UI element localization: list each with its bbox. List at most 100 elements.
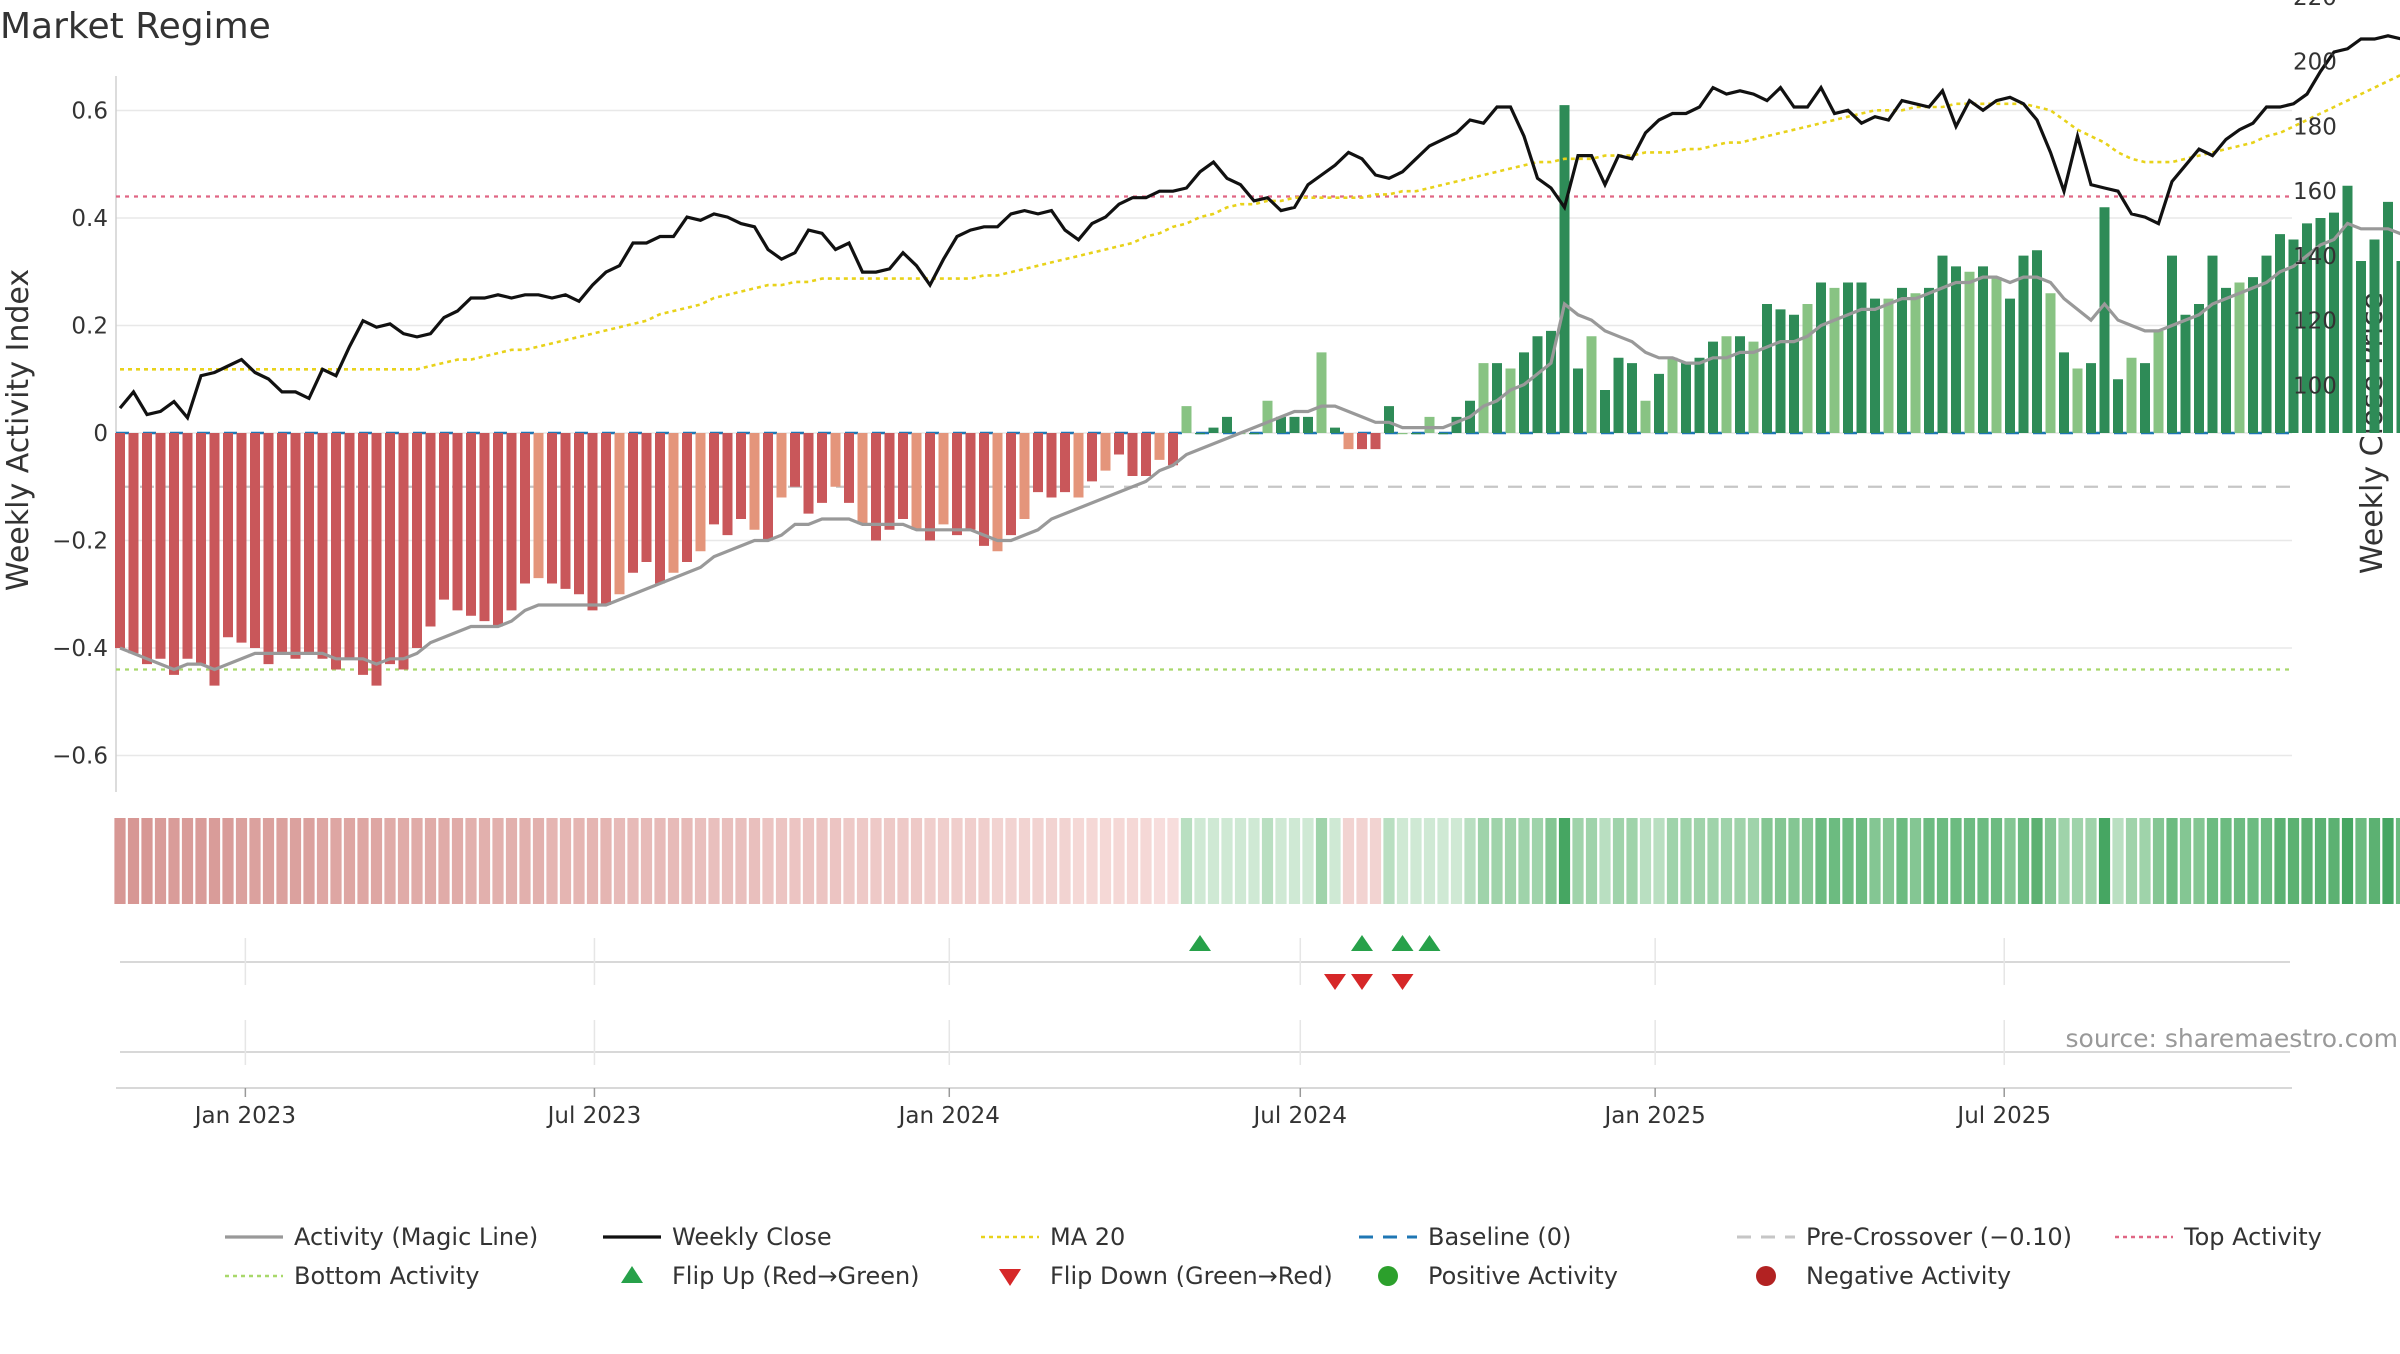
regime-strip-cell bbox=[1869, 818, 1880, 904]
regime-strip-cell bbox=[2342, 818, 2353, 904]
legend-label: Bottom Activity bbox=[294, 1262, 479, 1290]
regime-strip-cell bbox=[317, 818, 328, 904]
activity-bar bbox=[223, 433, 233, 637]
activity-bar bbox=[2005, 299, 2015, 433]
activity-bar bbox=[1303, 417, 1313, 433]
regime-strip-cell bbox=[1788, 818, 1799, 904]
activity-bar bbox=[1519, 352, 1529, 433]
activity-bar bbox=[2235, 283, 2245, 434]
regime-strip-cell bbox=[2058, 818, 2069, 904]
regime-strip-cell bbox=[1491, 818, 1502, 904]
legend-label: MA 20 bbox=[1050, 1223, 1125, 1251]
activity-bar bbox=[1722, 336, 1732, 433]
regime-strip-cell bbox=[2247, 818, 2258, 904]
activity-bar bbox=[1020, 433, 1030, 519]
activity-bar bbox=[601, 433, 611, 605]
activity-bar bbox=[1209, 428, 1219, 433]
activity-bar bbox=[1141, 433, 1151, 476]
regime-strip-cell bbox=[1991, 818, 2002, 904]
activity-bar bbox=[1128, 433, 1138, 476]
regime-strip-cell bbox=[695, 818, 706, 904]
activity-bar bbox=[2073, 369, 2083, 434]
left-tick-label: −0.6 bbox=[52, 744, 108, 770]
regime-strip-cell bbox=[2045, 818, 2056, 904]
regime-strip-cell bbox=[398, 818, 409, 904]
left-tick-label: 0.2 bbox=[71, 314, 108, 340]
regime-strip-cell bbox=[1208, 818, 1219, 904]
regime-strip-cell bbox=[2085, 818, 2096, 904]
regime-strip-cell bbox=[1410, 818, 1421, 904]
regime-strip-cell bbox=[627, 818, 638, 904]
activity-bar bbox=[372, 433, 382, 686]
regime-strip-cell bbox=[1248, 818, 1259, 904]
regime-strip-cell bbox=[357, 818, 368, 904]
activity-bar bbox=[2194, 304, 2204, 433]
regime-strip-cell bbox=[492, 818, 503, 904]
activity-bar bbox=[790, 433, 800, 487]
regime-strip-cell bbox=[1167, 818, 1178, 904]
regime-strip-cell bbox=[2301, 818, 2312, 904]
regime-strip-cell bbox=[2193, 818, 2204, 904]
activity-bar bbox=[939, 433, 949, 524]
regime-strip-cell bbox=[978, 818, 989, 904]
regime-strip-cell bbox=[1059, 818, 1070, 904]
regime-strip-cell bbox=[1842, 818, 1853, 904]
activity-bar bbox=[561, 433, 571, 589]
regime-strip-cell bbox=[2382, 818, 2393, 904]
regime-strip-cell bbox=[1451, 818, 1462, 904]
activity-bar bbox=[615, 433, 625, 594]
regime-strip-cell bbox=[870, 818, 881, 904]
activity-bar bbox=[2154, 331, 2164, 433]
activity-bar bbox=[1695, 358, 1705, 433]
activity-bar bbox=[1479, 363, 1489, 433]
regime-strip-cell bbox=[222, 818, 233, 904]
activity-bars bbox=[115, 105, 2400, 686]
activity-bar bbox=[1168, 433, 1178, 465]
right-tick-label: 120 bbox=[2293, 309, 2337, 335]
activity-bar bbox=[1155, 433, 1165, 460]
activity-bar bbox=[1951, 266, 1961, 433]
right-tick-label: 200 bbox=[2293, 50, 2337, 76]
regime-strip-cell bbox=[263, 818, 274, 904]
activity-bar bbox=[2086, 363, 2096, 433]
left-tick-label: −0.2 bbox=[52, 529, 108, 555]
activity-bar bbox=[925, 433, 935, 541]
activity-bar bbox=[1290, 417, 1300, 433]
activity-bar bbox=[156, 433, 166, 659]
regime-strip-cell bbox=[1599, 818, 1610, 904]
regime-strip-cell bbox=[600, 818, 611, 904]
activity-bar bbox=[210, 433, 220, 686]
regime-strip-cell bbox=[2166, 818, 2177, 904]
activity-bar bbox=[1843, 283, 1853, 434]
activity-bar bbox=[1411, 433, 1421, 434]
legend-label: Flip Down (Green→Red) bbox=[1050, 1262, 1333, 1290]
activity-bar bbox=[1425, 417, 1435, 433]
regime-strip-cell bbox=[1964, 818, 1975, 904]
regime-strip-cell bbox=[114, 818, 125, 904]
regime-strip-cell bbox=[1545, 818, 1556, 904]
activity-bar bbox=[642, 433, 652, 562]
regime-strip-cell bbox=[1086, 818, 1097, 904]
regime-strip-cell bbox=[641, 818, 652, 904]
regime-strip-cell bbox=[938, 818, 949, 904]
activity-bar bbox=[1384, 406, 1394, 433]
x-tick-label: Jan 2024 bbox=[897, 1103, 1000, 1129]
activity-bar bbox=[1789, 315, 1799, 433]
activity-bar bbox=[1398, 433, 1408, 434]
regime-strip-cell bbox=[2328, 818, 2339, 904]
regime-strip-cell bbox=[425, 818, 436, 904]
activity-bar bbox=[574, 433, 584, 594]
regime-strip-cell bbox=[1667, 818, 1678, 904]
regime-strip-cell bbox=[2261, 818, 2272, 904]
regime-strip-cell bbox=[2180, 818, 2191, 904]
activity-bar bbox=[682, 433, 692, 562]
regime-strip-cell bbox=[1464, 818, 1475, 904]
regime-strip-cell bbox=[479, 818, 490, 904]
x-tick-label: Jul 2025 bbox=[1955, 1103, 2051, 1129]
activity-bar bbox=[1884, 299, 1894, 433]
regime-strip-cell bbox=[2112, 818, 2123, 904]
activity-bar bbox=[1830, 288, 1840, 433]
regime-strip-cell bbox=[303, 818, 314, 904]
